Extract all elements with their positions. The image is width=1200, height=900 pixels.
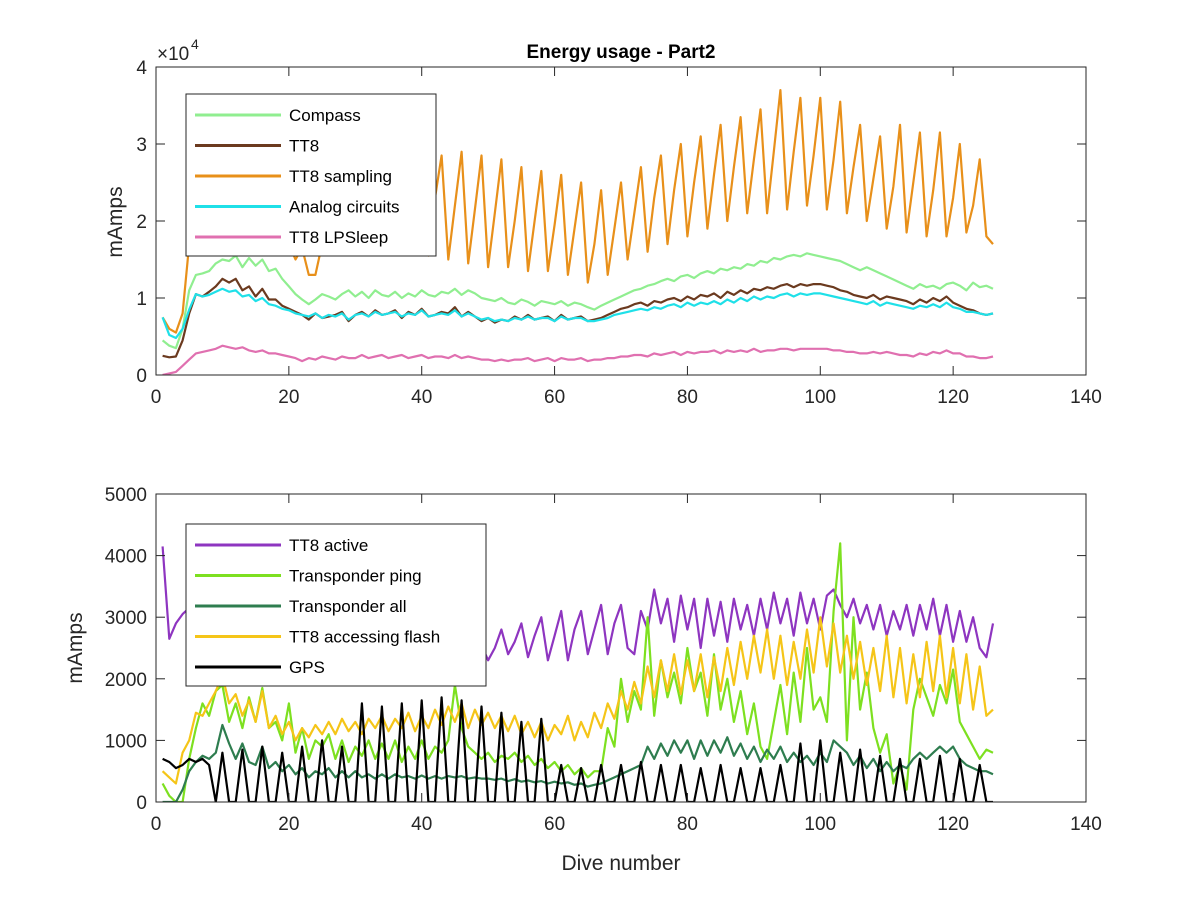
y-tick-label: 3 — [136, 135, 147, 156]
y-tick-label: 2000 — [105, 670, 147, 691]
x-ticks-bottom: 0 20 40 60 80 100 120 140 — [151, 494, 1102, 835]
y-tick-label: 0 — [136, 793, 147, 814]
x-tick-label: 80 — [677, 814, 698, 835]
y-ticks-bottom: 0 1000 2000 3000 4000 5000 — [105, 485, 1086, 814]
series-line-tt8-accessing-flash — [161, 616, 994, 785]
x-axis-label: Dive number — [561, 852, 680, 875]
y-tick-label: 1000 — [105, 731, 147, 752]
x-tick-label: 100 — [804, 387, 836, 408]
legend-entry-transponder-ping: Transponder ping — [289, 567, 422, 586]
y-tick-label: 1 — [136, 289, 147, 310]
y-exponent-label: ×10 4 — [157, 36, 199, 65]
x-tick-label: 20 — [278, 387, 299, 408]
chart-title: Energy usage - Part2 — [526, 42, 715, 63]
y-exponent-base: ×10 — [157, 44, 189, 65]
y-tick-label: 3000 — [105, 608, 147, 629]
y-ticks-top: 0 1 2 3 4 — [136, 58, 1086, 387]
y-tick-label: 4 — [136, 58, 147, 79]
x-tick-label: 20 — [278, 814, 299, 835]
y-tick-label: 5000 — [105, 485, 147, 506]
series-line-tt8-lpsleep — [162, 344, 994, 375]
legend-entry-tt8-active: TT8 active — [289, 536, 368, 555]
y-exponent-power: 4 — [191, 36, 199, 52]
x-tick-label: 80 — [677, 387, 698, 408]
series-line-compass — [161, 252, 994, 350]
legend-entry-compass: Compass — [289, 106, 361, 125]
legend-entry-analog-circuits: Analog circuits — [289, 198, 400, 217]
x-ticks-top: 0 20 40 60 80 100 120 140 — [151, 67, 1102, 408]
legend-entry-transponder-all: Transponder all — [289, 597, 407, 616]
x-tick-label: 40 — [411, 814, 432, 835]
axes-top: Energy usage - Part2 ×10 4 mAmps 0 20 40 60… — [104, 36, 1102, 408]
x-tick-label: 40 — [411, 387, 432, 408]
x-tick-label: 60 — [544, 387, 565, 408]
x-tick-label: 60 — [544, 814, 565, 835]
x-tick-label: 0 — [151, 387, 162, 408]
y-axis-label-top: mAmps — [104, 186, 127, 257]
x-tick-label: 140 — [1070, 814, 1102, 835]
y-tick-label: 0 — [136, 366, 147, 387]
legend-entry-tt8-sampling: TT8 sampling — [289, 167, 392, 186]
legend-entry-tt8-lpsleep: TT8 LPSleep — [289, 228, 388, 247]
legend-entry-gps: GPS — [289, 658, 325, 677]
x-tick-label: 140 — [1070, 387, 1102, 408]
y-tick-label: 2 — [136, 212, 147, 233]
x-tick-label: 120 — [937, 387, 969, 408]
y-axis-label-bottom: mAmps — [64, 612, 87, 683]
plot-area-bottom — [155, 493, 1087, 803]
axes-box-bottom — [155, 493, 1087, 803]
x-tick-label: 100 — [804, 814, 836, 835]
legend-top: Compass TT8 TT8 sampling Analog circuits TT8… — [185, 93, 437, 257]
series-line-analog-circuits — [161, 287, 994, 340]
axes-bottom: mAmps Dive number 0 20 40 60 80 100 120 140 0 10… — [64, 485, 1102, 875]
legend-entry-tt8: TT8 — [289, 137, 319, 156]
x-tick-label: 120 — [937, 814, 969, 835]
legend-bottom: TT8 active Transponder ping Transponder al… — [185, 523, 487, 687]
series-line-gps — [162, 696, 993, 802]
legend-entry-tt8-accessing-flash: TT8 accessing flash — [289, 628, 440, 647]
y-tick-label: 4000 — [105, 547, 147, 568]
x-tick-label: 0 — [151, 814, 162, 835]
